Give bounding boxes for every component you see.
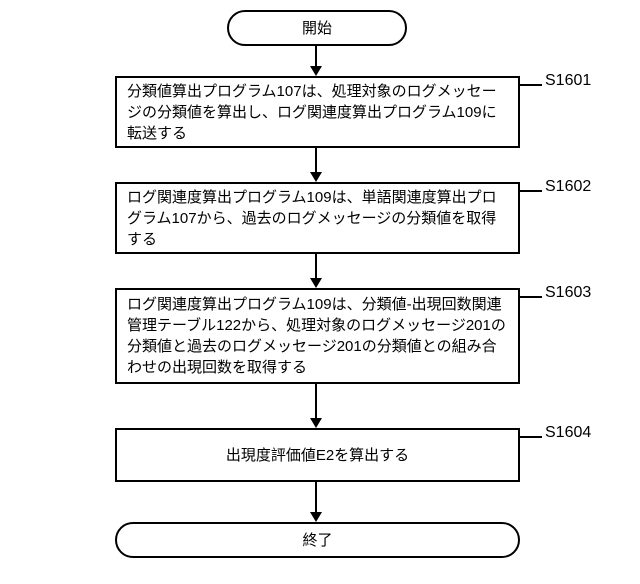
end-label: 終了	[302, 530, 332, 551]
step-label-s1601: S1601	[545, 72, 591, 90]
label-lead-line	[520, 84, 542, 86]
connector-line	[315, 254, 317, 280]
arrow-head	[310, 418, 322, 428]
step-text: ログ関連度算出プログラム109は、単語関連度算出プログラム107から、過去のログ…	[127, 187, 508, 250]
flowchart-step-s1603: ログ関連度算出プログラム109は、分類値-出現回数関連管理テーブル122から、処…	[115, 288, 520, 384]
connector-line	[315, 148, 317, 174]
flowchart-step-s1601: 分類値算出プログラム107は、処理対象のログメッセージの分類値を算出し、ログ関連…	[115, 76, 520, 148]
flowchart-end: 終了	[115, 522, 520, 558]
connector-line	[315, 46, 317, 68]
flowchart-step-s1604: 出現度評価値E2を算出する	[115, 428, 520, 482]
label-lead-line	[520, 296, 542, 298]
arrow-head	[310, 278, 322, 288]
connector-line	[315, 482, 317, 514]
arrow-head	[310, 512, 322, 522]
flowchart-start: 開始	[227, 10, 407, 46]
step-text: 出現度評価値E2を算出する	[226, 445, 409, 466]
step-label-s1604: S1604	[545, 424, 591, 442]
step-text: 分類値算出プログラム107は、処理対象のログメッセージの分類値を算出し、ログ関連…	[127, 81, 508, 144]
arrow-head	[310, 172, 322, 182]
step-text: ログ関連度算出プログラム109は、分類値-出現回数関連管理テーブル122から、処…	[127, 294, 508, 378]
arrow-head	[310, 66, 322, 76]
connector-line	[315, 384, 317, 420]
label-lead-line	[520, 190, 542, 192]
step-label-s1602: S1602	[545, 178, 591, 196]
start-label: 開始	[302, 18, 332, 39]
flowchart-step-s1602: ログ関連度算出プログラム109は、単語関連度算出プログラム107から、過去のログ…	[115, 182, 520, 254]
step-label-s1603: S1603	[545, 284, 591, 302]
label-lead-line	[520, 436, 542, 438]
